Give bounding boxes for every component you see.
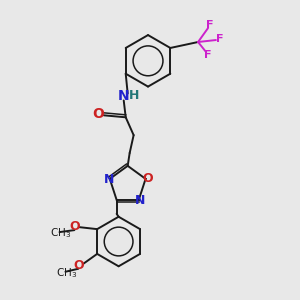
Text: F: F: [206, 20, 214, 30]
Text: CH$_3$: CH$_3$: [50, 226, 71, 240]
Text: CH$_3$: CH$_3$: [56, 266, 77, 280]
Text: N: N: [135, 194, 145, 207]
Text: N: N: [118, 88, 130, 103]
Text: O: O: [142, 172, 153, 185]
Text: O: O: [69, 220, 80, 233]
Text: N: N: [103, 173, 114, 186]
Text: F: F: [204, 50, 212, 60]
Text: F: F: [216, 34, 224, 44]
Text: O: O: [73, 259, 84, 272]
Text: H: H: [128, 89, 139, 102]
Text: O: O: [92, 107, 104, 121]
